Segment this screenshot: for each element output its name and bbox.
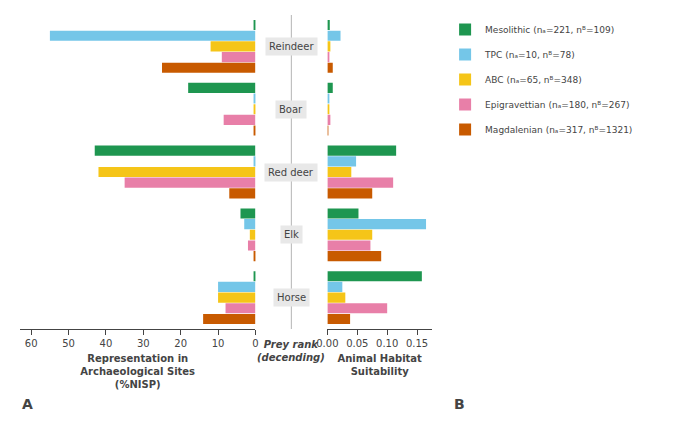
svg-text:30: 30	[137, 338, 150, 349]
svg-text:B: B	[454, 396, 465, 412]
svg-text:Boar: Boar	[279, 104, 303, 115]
svg-text:Prey rank(decending): Prey rank(decending)	[257, 339, 325, 363]
svg-text:0.10: 0.10	[376, 338, 398, 349]
svg-text:10: 10	[212, 338, 225, 349]
svg-text:Mesolithic (nₐ=221, nᴮ=109): Mesolithic (nₐ=221, nᴮ=109)	[485, 25, 614, 35]
svg-text:Elk: Elk	[284, 229, 299, 240]
svg-text:0.00: 0.00	[316, 338, 338, 349]
svg-text:Red deer: Red deer	[268, 167, 314, 178]
svg-text:20: 20	[174, 338, 187, 349]
svg-text:Reindeer: Reindeer	[269, 41, 314, 52]
svg-text:Magdalenian (nₐ=317, nᴮ=1321): Magdalenian (nₐ=317, nᴮ=1321)	[485, 125, 632, 135]
svg-text:0.15: 0.15	[406, 338, 428, 349]
svg-text:50: 50	[62, 338, 75, 349]
svg-text:0.05: 0.05	[346, 338, 368, 349]
svg-text:TPC (nₐ=10, nᴮ=78): TPC (nₐ=10, nᴮ=78)	[484, 50, 575, 60]
svg-text:Epigravettian (nₐ=180, nᴮ=267): Epigravettian (nₐ=180, nᴮ=267)	[485, 100, 629, 110]
svg-text:ABC (nₐ=65, nᴮ=348): ABC (nₐ=65, nᴮ=348)	[485, 75, 582, 85]
svg-text:Representation inArchaeologica: Representation inArchaeological Sites(%N…	[80, 353, 195, 390]
svg-text:60: 60	[25, 338, 38, 349]
svg-text:Animal HabitatSuitability: Animal HabitatSuitability	[338, 353, 423, 377]
svg-text:40: 40	[100, 338, 113, 349]
svg-text:Horse: Horse	[277, 292, 306, 303]
svg-text:0: 0	[252, 338, 258, 349]
svg-text:A: A	[22, 396, 33, 412]
